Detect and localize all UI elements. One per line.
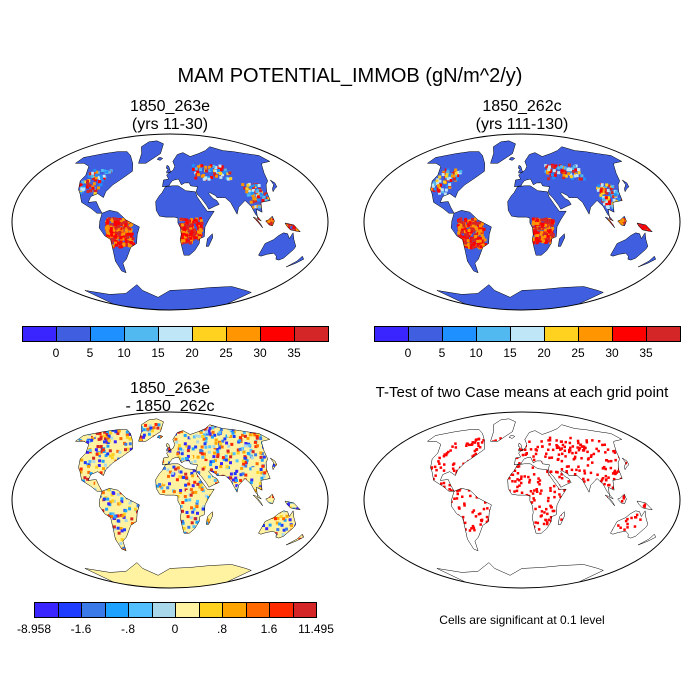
colorbar-tick-label: -1.6 [70, 622, 92, 636]
colorbar-tick-label: 20 [185, 346, 199, 360]
colorbar-swatch [104, 602, 129, 618]
colorbar-tick-label: 35 [287, 346, 301, 360]
colorbar-tick-label: 5 [86, 346, 94, 360]
colorbar-swatch [57, 602, 82, 618]
colorbar-tick-label: 0 [171, 622, 179, 636]
colorbar-tick-label: 35 [639, 346, 653, 360]
colorbar-swatch [245, 602, 270, 618]
colorbar-swatch [294, 326, 329, 342]
colorbar-swatch [22, 326, 57, 342]
colorbar-swatch [128, 602, 153, 618]
colorbar-swatch [544, 326, 579, 342]
panel-title-case1: 1850_263e (yrs 11-30) [129, 98, 211, 133]
colorbar-tick-label: 25 [571, 346, 585, 360]
colorbar-case2-labels: 0 5 10 15 20 25 30 35 [374, 346, 680, 362]
colorbar-swatch [476, 326, 511, 342]
colorbar-tick-label: 15 [503, 346, 517, 360]
colorbar-swatch [222, 602, 247, 618]
colorbar-tick-label: 0 [404, 346, 412, 360]
colorbar-diff [34, 602, 317, 618]
colorbar-swatch [646, 326, 681, 342]
colorbar-swatch [510, 326, 545, 342]
significance-note: Cells are significant at 0.1 level [439, 613, 605, 627]
colorbar-tick-label: .8 [216, 622, 228, 636]
colorbar-swatch [292, 602, 317, 618]
colorbar-swatch [151, 602, 176, 618]
colorbar-swatch [124, 326, 159, 342]
colorbar-tick-label: 1.6 [260, 622, 278, 636]
colorbar-swatch [81, 602, 106, 618]
world-map-svg [363, 133, 681, 311]
colorbar-swatch [374, 326, 409, 342]
figure-title: MAM POTENTIAL_IMMOB (gN/m^2/y) [177, 65, 523, 87]
colorbar-swatch [34, 602, 59, 618]
world-map-svg [11, 411, 329, 589]
world-map-svg [11, 133, 329, 311]
colorbar-swatch [578, 326, 613, 342]
world-map-svg [363, 411, 681, 589]
panel-title-diff: 1850_263e - 1850_262c [125, 380, 215, 415]
colorbar-swatch [612, 326, 647, 342]
colorbar-swatch [192, 326, 227, 342]
colorbar-tick-label: -8.958 [16, 622, 52, 636]
colorbar-case1 [22, 326, 329, 342]
map-diff [10, 410, 330, 590]
map-ttest [362, 410, 682, 590]
colorbar-swatch [158, 326, 193, 342]
colorbar-case2 [374, 326, 681, 342]
colorbar-tick-label: -.8 [120, 622, 136, 636]
colorbar-swatch [198, 602, 223, 618]
colorbar-tick-label: 10 [117, 346, 131, 360]
colorbar-swatch [175, 602, 200, 618]
colorbar-tick-label: 30 [605, 346, 619, 360]
colorbar-swatch [408, 326, 443, 342]
colorbar-swatch [269, 602, 294, 618]
panel-title-ttest: T-Test of two Case means at each grid po… [375, 384, 669, 401]
colorbar-tick-label: 15 [151, 346, 165, 360]
colorbar-swatch [56, 326, 91, 342]
colorbar-tick-label: 11.495 [298, 622, 334, 636]
colorbar-swatch [442, 326, 477, 342]
colorbar-swatch [90, 326, 125, 342]
colorbar-swatch [260, 326, 295, 342]
colorbar-tick-label: 20 [537, 346, 551, 360]
colorbar-tick-label: 30 [253, 346, 267, 360]
colorbar-diff-labels: -8.958 -1.6 -.8 0 .8 1.6 11.495 [17, 622, 334, 638]
colorbar-swatch [226, 326, 261, 342]
panel-title-case2: 1850_262c (yrs 111-130) [475, 98, 569, 133]
colorbar-tick-label: 10 [469, 346, 483, 360]
colorbar-tick-label: 25 [219, 346, 233, 360]
colorbar-case1-labels: 0 5 10 15 20 25 30 35 [22, 346, 328, 362]
colorbar-tick-label: 5 [438, 346, 446, 360]
colorbar-tick-label: 0 [52, 346, 60, 360]
map-case1 [10, 132, 330, 312]
map-case2 [362, 132, 682, 312]
